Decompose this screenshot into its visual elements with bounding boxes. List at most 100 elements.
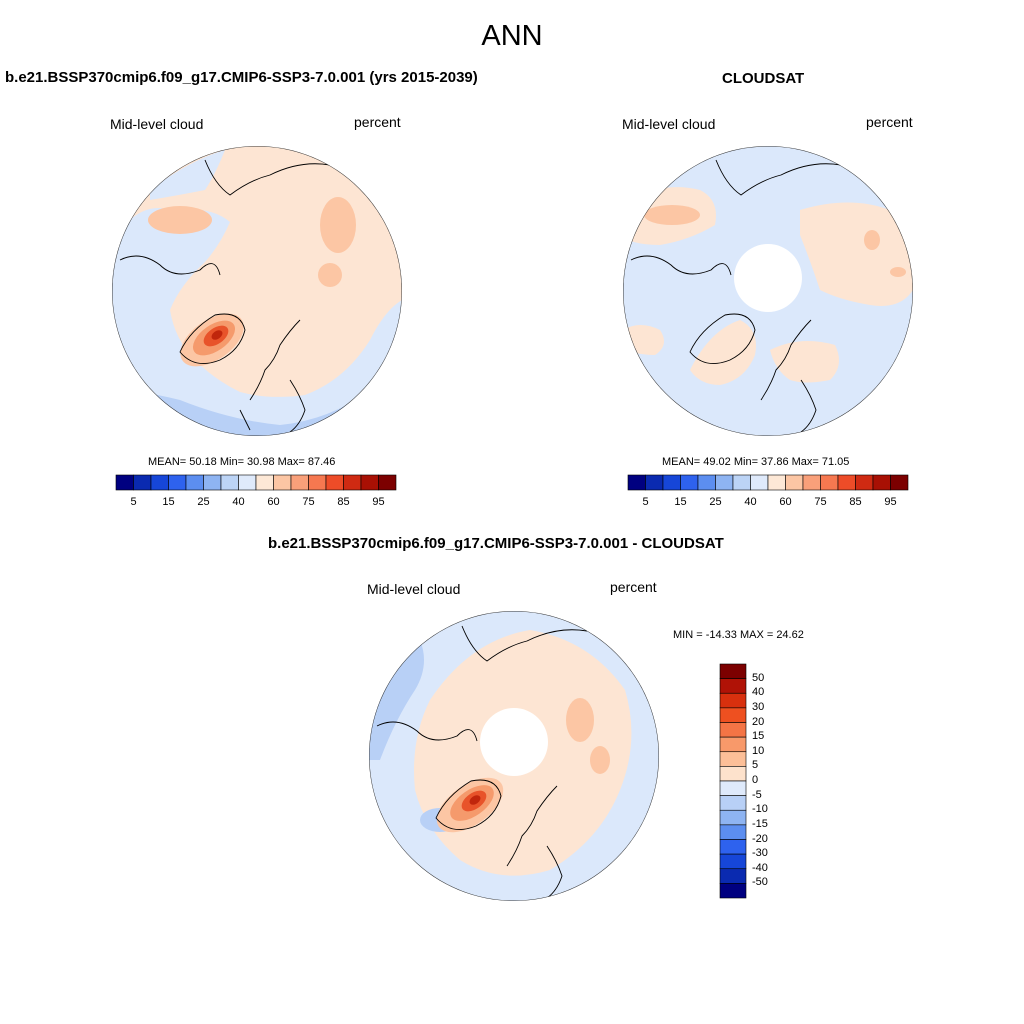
model-colorbar-box [290, 474, 309, 491]
diff-colorbar-box [719, 751, 747, 767]
model-colorbar-box [255, 474, 274, 491]
model-hotspot-east [320, 197, 356, 253]
obs-colorbar-tick-label: 60 [779, 496, 792, 508]
obs-colorbar-box [715, 474, 734, 491]
diff-colorbar-box [719, 853, 747, 870]
model-colorbar-tick-label: 25 [197, 496, 210, 508]
diff-colorbar-tick-label: 30 [752, 700, 765, 713]
model-stats: MEAN= 50.18 Min= 30.98 Max= 87.46 [148, 456, 336, 468]
obs-colorbar-box [627, 474, 646, 491]
obs-colorbar-box [802, 474, 821, 491]
diff-colorbar-box [719, 780, 747, 796]
obs-stats: MEAN= 49.02 Min= 37.86 Max= 71.05 [662, 456, 850, 468]
diff-colorbar-box [719, 824, 747, 840]
obs-colorbar-box [662, 474, 681, 491]
diff-missing-data-hole [480, 708, 548, 776]
diff-hotspot-east2 [590, 746, 610, 774]
model-colorbar-box [360, 474, 379, 491]
diff-colorbar-tick-label: -30 [752, 847, 768, 860]
model-colorbar-box [220, 474, 239, 491]
obs-colorbar-tick-label: 40 [744, 496, 757, 508]
diff-colorbar-tick-label: 10 [752, 744, 765, 757]
model-colorbar-box [168, 474, 187, 491]
diff-colorbar-box [719, 692, 747, 709]
obs-colorbar-tick-label: 15 [674, 496, 687, 508]
diff-colorbar-tick-label: -10 [752, 803, 768, 816]
diff-colorbar-box [719, 839, 747, 855]
diff-variable-label: Mid-level cloud [367, 581, 461, 597]
model-colorbar-box [343, 474, 362, 491]
model-colorbar-box [185, 474, 204, 491]
obs-polar-map [623, 146, 913, 436]
model-hotspot-round [318, 263, 342, 287]
model-coastlines [119, 159, 331, 433]
model-panel-title: b.e21.BSSP370cmip6.f09_g17.CMIP6-SSP3-7.… [5, 69, 478, 86]
obs-units-label: percent [866, 114, 913, 130]
obs-colorbar-box [785, 474, 804, 491]
model-units-label: percent [354, 114, 401, 130]
obs-colorbar-box [732, 474, 751, 491]
diff-panel-title: b.e21.BSSP370cmip6.f09_g17.CMIP6-SSP3-7.… [268, 535, 724, 552]
diff-colorbar-box [719, 736, 747, 753]
diff-greenland-core [469, 795, 481, 805]
model-colorbar-box [378, 474, 397, 491]
diff-colorbar-box [719, 868, 747, 884]
model-colorbar-box [133, 474, 152, 491]
diff-colorbar-box [719, 809, 747, 826]
diff-colorbar-tick-label: 40 [752, 686, 765, 699]
diff-hotspot-east [566, 698, 594, 742]
diff-colorbar-tick-label: -5 [752, 788, 762, 801]
model-colorbar-tick-label: 95 [372, 496, 385, 508]
obs-colorbar-box [820, 474, 839, 491]
obs-positive-east [800, 202, 913, 306]
diff-colorbar-tick-label: 50 [752, 671, 765, 684]
diff-colorbar-tick-label: -40 [752, 861, 768, 874]
obs-positive-west [623, 325, 664, 355]
diff-colorbar [719, 663, 747, 899]
obs-positive-east-core [864, 230, 880, 250]
diff-colorbar-tick-label: 15 [752, 730, 765, 743]
page-title: ANN [481, 20, 543, 52]
diff-colorbar-box [719, 766, 747, 782]
model-colorbar-box [308, 474, 327, 491]
obs-variable-label: Mid-level cloud [622, 116, 716, 132]
obs-colorbar-box [767, 474, 786, 491]
obs-colorbar-box [697, 474, 716, 491]
diff-colorbar-tick-label: 20 [752, 715, 765, 728]
diff-stats: MIN = -14.33 MAX = 24.62 [673, 629, 804, 641]
diff-units-label: percent [610, 579, 657, 595]
diff-colorbar-box [719, 663, 747, 679]
model-variable-label: Mid-level cloud [110, 116, 204, 132]
obs-coastlines [630, 159, 842, 433]
diff-colorbar-tick-label: -50 [752, 876, 768, 889]
model-colorbar-box [115, 474, 134, 491]
obs-colorbar-box [872, 474, 891, 491]
model-colorbar-tick-label: 40 [232, 496, 245, 508]
model-blue-region-south-strong [112, 320, 402, 436]
obs-colorbar-box [645, 474, 664, 491]
obs-positive-north-core [644, 205, 700, 225]
obs-colorbar-box [680, 474, 699, 491]
model-colorbar [115, 474, 397, 491]
model-colorbar-tick-label: 60 [267, 496, 280, 508]
diff-colorbar-box [719, 707, 747, 723]
obs-positive-south [690, 320, 756, 385]
obs-colorbar-box [837, 474, 856, 491]
model-colorbar-box [273, 474, 292, 491]
diff-colorbar-box [719, 678, 747, 694]
model-colorbar-tick-label: 15 [162, 496, 175, 508]
diff-colorbar-box [719, 722, 747, 738]
obs-colorbar [627, 474, 909, 491]
obs-positive-southeast [770, 341, 839, 383]
model-colorbar-tick-label: 75 [302, 496, 315, 508]
diff-colorbar-box [719, 795, 747, 811]
diff-colorbar-tick-label: -20 [752, 832, 768, 845]
diff-colorbar-box [719, 883, 747, 899]
obs-colorbar-tick-label: 85 [849, 496, 862, 508]
model-colorbar-tick-label: 5 [130, 496, 137, 508]
obs-colorbar-tick-label: 75 [814, 496, 827, 508]
model-colorbar-box [325, 474, 344, 491]
diff-colorbar-tick-label: -15 [752, 817, 768, 830]
model-greenland-core [211, 330, 223, 340]
